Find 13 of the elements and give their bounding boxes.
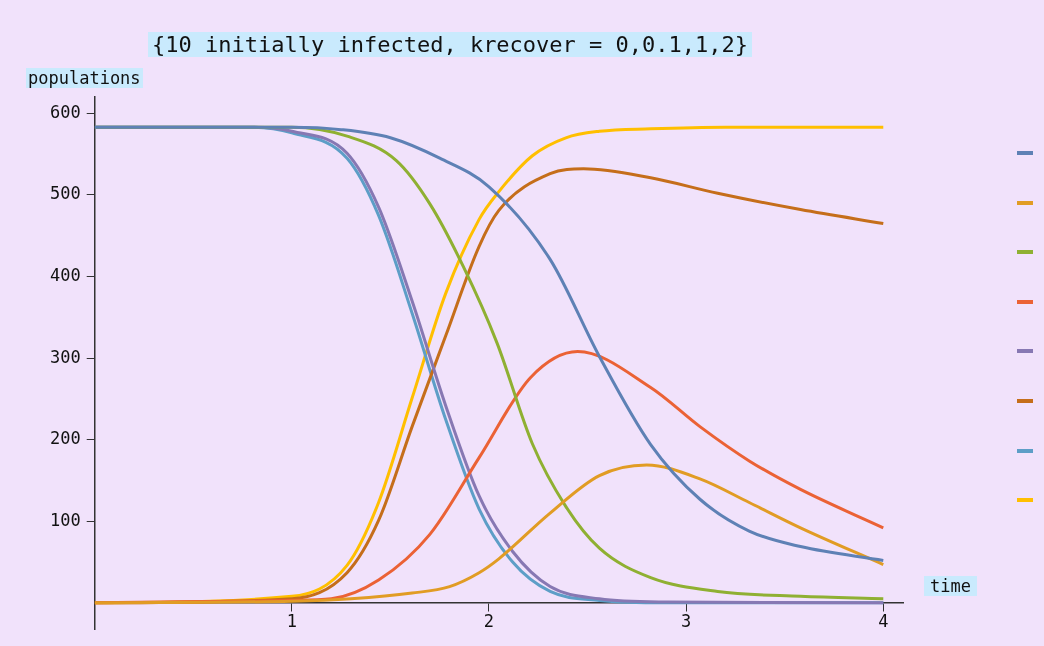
y-tick-label: 300 [49,346,81,367]
y-tick-label: 400 [49,264,81,285]
x-tick-label: 3 [681,611,692,632]
x-tick-label: 2 [483,611,495,632]
y-tick-label: 600 [49,101,81,122]
y-tick-label: 500 [49,183,81,204]
y-tick-label: 100 [49,509,81,530]
x-tick-label: 4 [878,611,889,632]
chart-title: {10 initially infected, krecover = 0,0.1,1,2} [148,32,753,57]
y-axis-title: populations [26,68,143,88]
x-tick-label: 1 [286,611,297,632]
x-axis-title: time [924,576,977,596]
y-tick-label: 200 [49,428,81,449]
